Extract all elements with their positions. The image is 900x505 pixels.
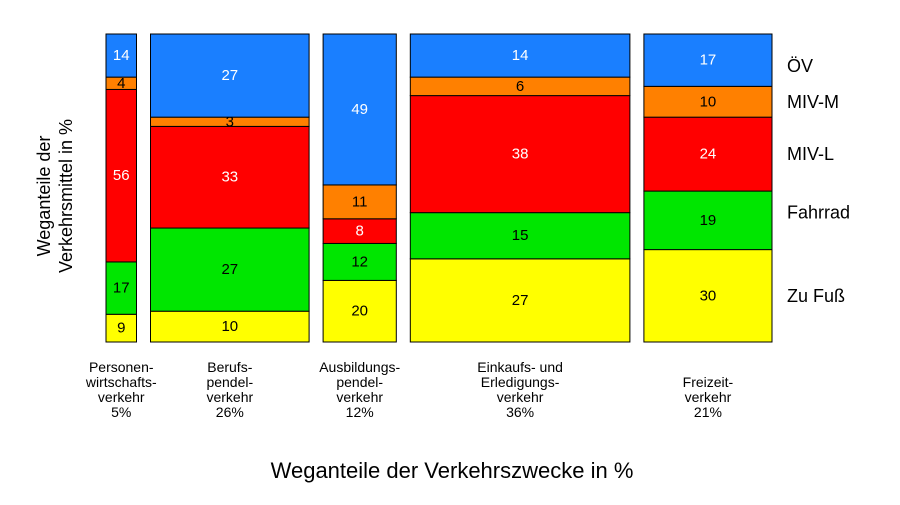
category-label-line: Freizeit-	[683, 374, 734, 390]
category-label-line: Erledigungs-	[481, 374, 560, 390]
bar-segment	[322, 279, 397, 343]
data-label: 8	[356, 223, 364, 240]
data-label: 33	[221, 169, 238, 186]
legend-entry: Zu Fuß	[787, 286, 845, 306]
bar-segment	[150, 125, 310, 229]
bar-segment	[105, 261, 137, 315]
legend-entry: MIV-L	[787, 144, 834, 164]
bar-segment	[409, 33, 631, 78]
bar-segment	[409, 258, 631, 343]
data-label: 27	[512, 292, 529, 309]
x-axis-label: Weganteile der Verkehrszwecke in %	[271, 458, 634, 483]
category-label-line: 12%	[346, 404, 374, 420]
bar-segment	[643, 116, 773, 192]
data-label: 12	[351, 253, 368, 270]
data-label: 11	[352, 193, 368, 210]
legend-entry: MIV-M	[787, 92, 839, 112]
category-label: Freizeit-verkehr 21%	[683, 374, 734, 420]
bar-column: 20 12 8 11 49	[322, 33, 397, 343]
data-label: 10	[221, 318, 238, 335]
category-label: Personen-wirtschafts-verkehr 5%	[85, 359, 157, 420]
category-label-line: Einkaufs- und	[477, 359, 563, 375]
bar-segment	[322, 218, 397, 244]
y-axis-label-line: Weganteile der	[34, 136, 54, 257]
data-label: 3	[226, 113, 234, 130]
category-label-line: 5%	[111, 404, 131, 420]
legend-entry: ÖV	[787, 56, 813, 76]
category-label-line: verkehr	[98, 389, 145, 405]
category-label: Einkaufs- und Erledigungs-verkehr 36%	[477, 359, 563, 420]
data-label: 27	[221, 67, 238, 84]
data-label: 17	[113, 280, 130, 297]
category-label-line: Personen-	[89, 359, 154, 375]
category-label-line: verkehr	[336, 389, 383, 405]
data-label: 9	[117, 320, 125, 337]
y-axis-label: Weganteile der Verkehrsmittel in %	[34, 119, 76, 273]
category-label-line: wirtschafts-	[85, 374, 157, 390]
category-label-line: verkehr	[206, 389, 253, 405]
data-label: 15	[512, 227, 529, 244]
bar-column: 30 19 24 10 17	[643, 33, 773, 343]
bar-segment	[643, 249, 773, 343]
data-label: 27	[221, 261, 238, 278]
category-label-line: 26%	[216, 404, 244, 420]
bar-column: 27 15 38 6 14	[409, 33, 631, 343]
data-label: 6	[516, 78, 524, 95]
category-label: Ausbildungs-pendel-verkehr 12%	[319, 359, 400, 420]
bar-segment	[105, 33, 137, 78]
category-label: Berufs-pendel-verkehr 26%	[206, 359, 253, 420]
y-axis-label-line: Verkehrsmittel in %	[56, 119, 76, 273]
category-label-line: verkehr	[497, 389, 544, 405]
category-label-line: pendel-	[336, 374, 383, 390]
bar-segment	[643, 85, 773, 118]
data-label: 49	[351, 101, 368, 118]
bar-segment	[105, 313, 137, 343]
category-label-line: verkehr	[685, 389, 732, 405]
bar-segment	[322, 242, 397, 281]
data-label: 14	[113, 47, 130, 64]
data-label: 24	[700, 146, 717, 163]
category-label-line: pendel-	[206, 374, 253, 390]
category-label-line: 21%	[694, 404, 722, 420]
bar-segment	[643, 33, 773, 87]
data-label: 30	[700, 287, 717, 304]
bar-segment	[322, 184, 397, 220]
data-label: 19	[700, 212, 717, 229]
bar-segment	[322, 33, 397, 186]
bar-segment	[150, 33, 310, 118]
data-label: 10	[700, 93, 717, 110]
legend-entry: Fahrrad	[787, 202, 850, 222]
category-label-line: Ausbildungs-	[319, 359, 400, 375]
data-label: 56	[113, 167, 130, 184]
bar-segment	[409, 212, 631, 260]
data-label: 14	[512, 47, 529, 64]
bar-segment	[643, 190, 773, 251]
bar-column: 9 17 56 4 14	[105, 33, 137, 343]
data-label: 17	[700, 52, 717, 69]
category-label-line: Berufs-	[207, 359, 252, 375]
category-label-line: 36%	[506, 404, 534, 420]
data-label: 38	[512, 146, 529, 163]
data-label: 4	[117, 75, 125, 92]
data-label: 20	[351, 303, 368, 320]
bar-segment	[409, 95, 631, 214]
